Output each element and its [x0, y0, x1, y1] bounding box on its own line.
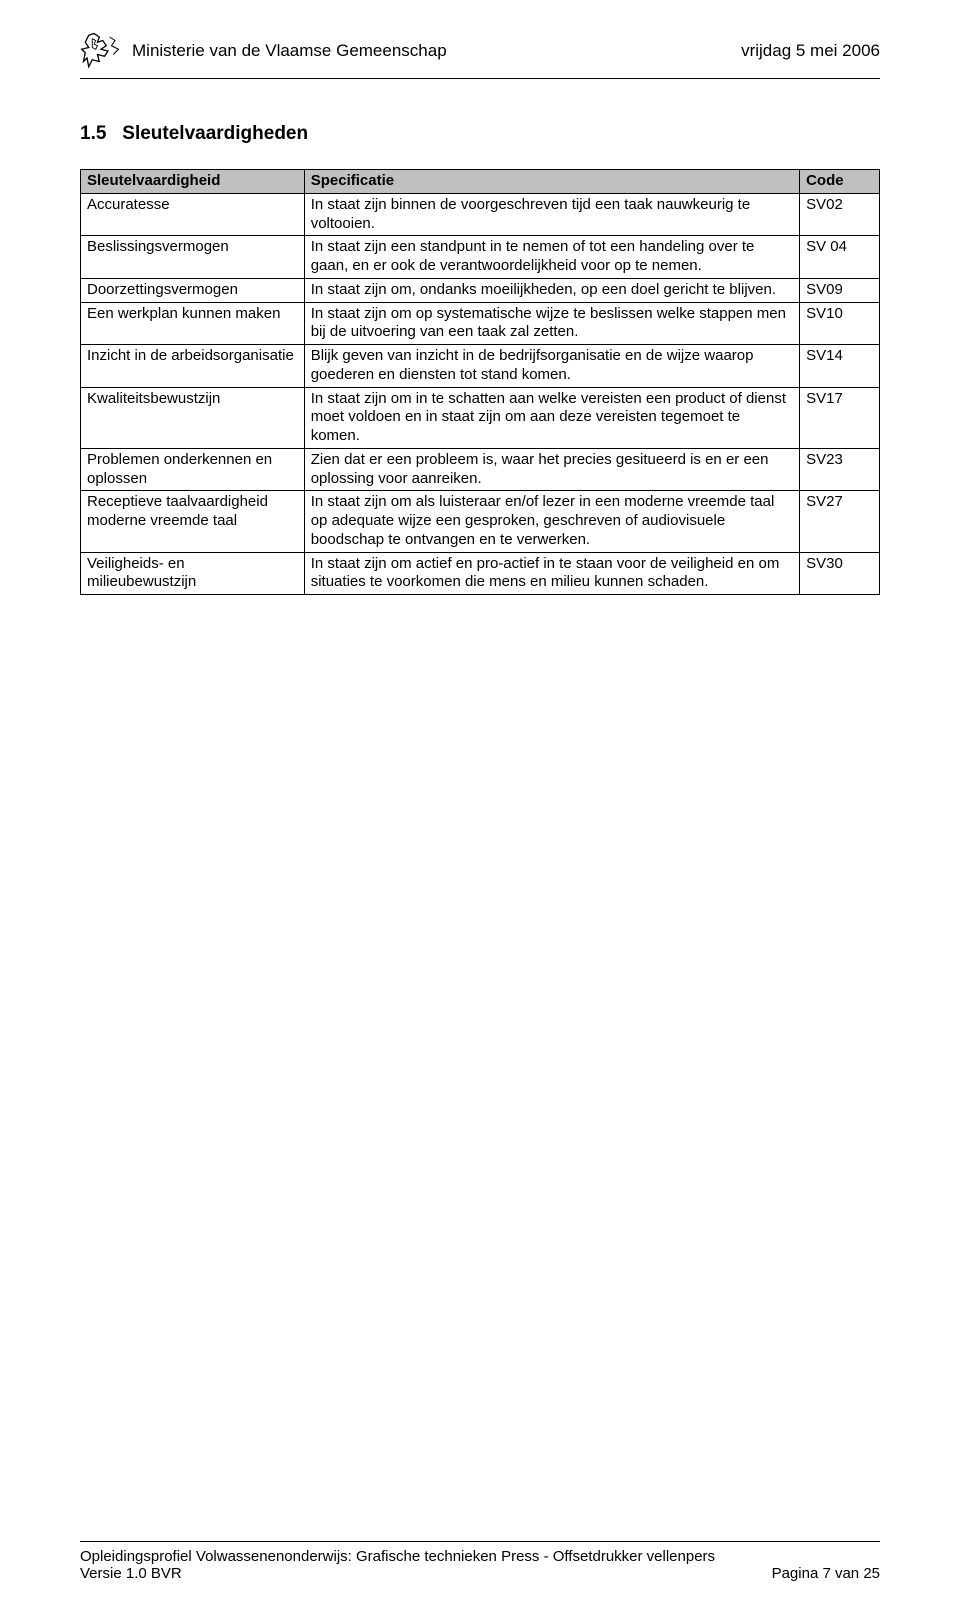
col-header-sv: Sleutelvaardigheid [81, 170, 305, 194]
cell-spec: Blijk geven van inzicht in de bedrijfsor… [304, 345, 799, 388]
sleutelvaardigheden-table: Sleutelvaardigheid Specificatie Code Acc… [80, 169, 880, 595]
cell-sv: Problemen onderkennen en oplossen [81, 448, 305, 491]
cell-sv: Accuratesse [81, 193, 305, 236]
cell-code: SV27 [800, 491, 880, 552]
cell-spec: In staat zijn om in te schatten aan welk… [304, 387, 799, 448]
page: Ministerie van de Vlaamse Gemeenschap vr… [0, 0, 960, 1622]
cell-spec: Zien dat er een probleem is, waar het pr… [304, 448, 799, 491]
col-header-code: Code [800, 170, 880, 194]
cell-code: SV02 [800, 193, 880, 236]
table-row: Accuratesse In staat zijn binnen de voor… [81, 193, 880, 236]
table-row: Receptieve taalvaardigheid moderne vreem… [81, 491, 880, 552]
cell-spec: In staat zijn om actief en pro-actief in… [304, 552, 799, 595]
table-row: Inzicht in de arbeidsorganisatie Blijk g… [81, 345, 880, 388]
header-date: vrijdag 5 mei 2006 [741, 41, 880, 61]
cell-spec: In staat zijn een standpunt in te nemen … [304, 236, 799, 279]
cell-sv: Receptieve taalvaardigheid moderne vreem… [81, 491, 305, 552]
cell-code: SV09 [800, 278, 880, 302]
cell-code: SV14 [800, 345, 880, 388]
cell-sv: Kwaliteitsbewustzijn [81, 387, 305, 448]
section-heading: 1.5 Sleutelvaardigheden [80, 123, 880, 145]
table-row: Problemen onderkennen en oplossen Zien d… [81, 448, 880, 491]
ministry-name: Ministerie van de Vlaamse Gemeenschap [132, 41, 447, 61]
cell-code: SV17 [800, 387, 880, 448]
cell-code: SV10 [800, 302, 880, 345]
footer-line2: Versie 1.0 BVR Pagina 7 van 25 [80, 1565, 880, 1582]
footer-version: Versie 1.0 BVR [80, 1565, 182, 1582]
cell-sv: Veiligheids- en milieubewustzijn [81, 552, 305, 595]
page-header: Ministerie van de Vlaamse Gemeenschap vr… [80, 30, 880, 79]
lion-logo-icon [80, 30, 122, 72]
page-footer: Opleidingsprofiel Volwassenenonderwijs: … [80, 1541, 880, 1582]
cell-sv: Inzicht in de arbeidsorganisatie [81, 345, 305, 388]
table-row: Doorzettingsvermogen In staat zijn om, o… [81, 278, 880, 302]
cell-sv: Doorzettingsvermogen [81, 278, 305, 302]
table-row: Kwaliteitsbewustzijn In staat zijn om in… [81, 387, 880, 448]
section-number: 1.5 [80, 123, 106, 144]
footer-page: Pagina 7 van 25 [772, 1565, 880, 1582]
footer-line1: Opleidingsprofiel Volwassenenonderwijs: … [80, 1548, 880, 1565]
header-left: Ministerie van de Vlaamse Gemeenschap [80, 30, 447, 72]
cell-code: SV30 [800, 552, 880, 595]
cell-spec: In staat zijn binnen de voorgeschreven t… [304, 193, 799, 236]
table-row: Een werkplan kunnen maken In staat zijn … [81, 302, 880, 345]
cell-spec: In staat zijn om als luisteraar en/of le… [304, 491, 799, 552]
cell-code: SV 04 [800, 236, 880, 279]
cell-spec: In staat zijn om op systematische wijze … [304, 302, 799, 345]
section-title: Sleutelvaardigheden [122, 123, 308, 144]
table-row: Beslissingsvermogen In staat zijn een st… [81, 236, 880, 279]
cell-sv: Een werkplan kunnen maken [81, 302, 305, 345]
cell-code: SV23 [800, 448, 880, 491]
cell-spec: In staat zijn om, ondanks moeilijkheden,… [304, 278, 799, 302]
table-header-row: Sleutelvaardigheid Specificatie Code [81, 170, 880, 194]
cell-sv: Beslissingsvermogen [81, 236, 305, 279]
table-row: Veiligheids- en milieubewustzijn In staa… [81, 552, 880, 595]
col-header-spec: Specificatie [304, 170, 799, 194]
